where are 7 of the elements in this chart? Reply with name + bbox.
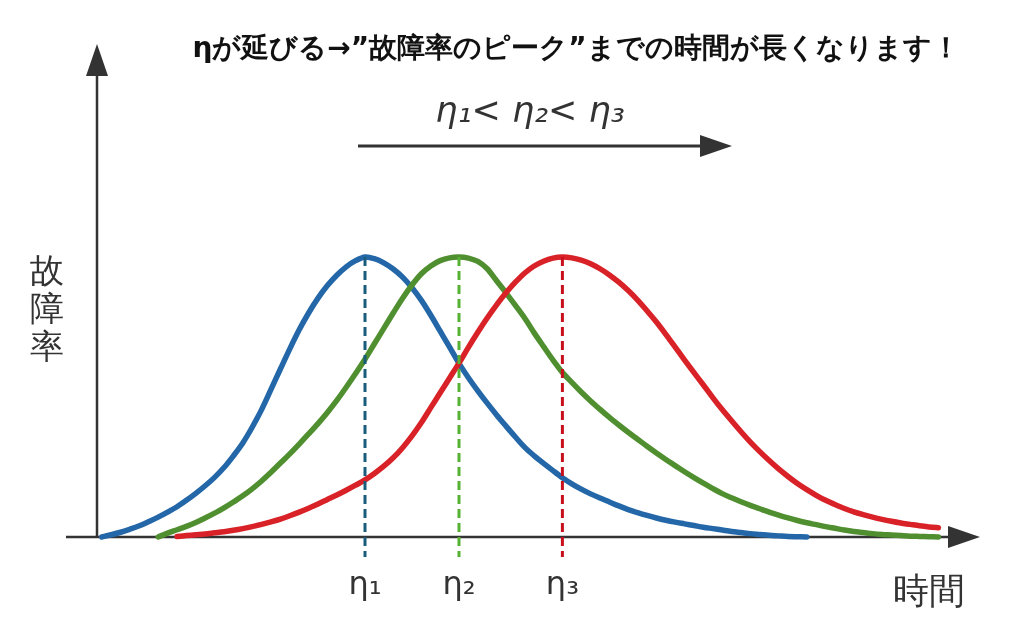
x-tick-label: η₂ <box>442 564 476 602</box>
y-axis-title: 故障率 <box>30 250 64 366</box>
text: η₁< η₂< η₃ <box>435 90 625 130</box>
x-tick-label: η₃ <box>545 564 579 602</box>
x-tick-label: η₁ <box>348 564 382 602</box>
x-axis-title: 時間 <box>893 570 965 611</box>
chart-title: ηが延びる→”故障率のピーク”までの時間が長くなります！ <box>192 31 960 64</box>
